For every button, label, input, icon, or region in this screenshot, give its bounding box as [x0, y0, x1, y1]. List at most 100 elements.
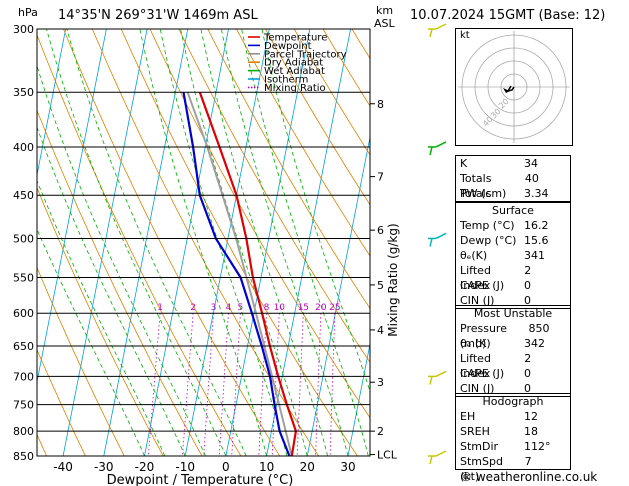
mixing-ratio-label: 10	[274, 303, 286, 313]
mixing-ratio-label: 5	[238, 303, 244, 313]
isotherm-line	[37, 29, 107, 384]
wet-adiabat-line	[220, 29, 349, 456]
mu-label: Lifted Index	[460, 352, 491, 380]
km-tick-label: LCL	[377, 449, 398, 462]
hodo-label: StmSpd (kt)	[460, 455, 503, 483]
dry-adiabat-line	[0, 29, 8, 456]
surface-label: Lifted Index	[460, 264, 491, 292]
hodograph-panel: 40 30 20 kt	[455, 28, 573, 146]
index-label: K	[460, 157, 468, 170]
hodo-row: SREH 18	[456, 424, 570, 439]
mu-label: Pressure (mb)	[460, 322, 507, 350]
pressure-tick-label: 750	[13, 399, 34, 412]
dry-adiabat-line	[63, 29, 281, 456]
hodo-row: StmSpd (kt) 7	[456, 454, 570, 483]
mixing-ratio-label: 3	[211, 303, 217, 313]
index-label: Totals Totals	[460, 172, 492, 200]
legend-label: Mixing Ratio	[264, 83, 326, 94]
dry-adiabat-line	[37, 109, 203, 456]
wet-adiabat-line	[37, 228, 145, 456]
temp-tick-label: -20	[135, 460, 155, 474]
mixing-ratio-label: 1	[157, 303, 163, 313]
pressure-tick-label: 650	[13, 340, 34, 353]
pressure-tick-label: 700	[13, 370, 34, 383]
isotherm-line	[103, 29, 189, 456]
index-label: PW (cm)	[460, 187, 507, 200]
mixing-ratio-label: 4	[226, 303, 232, 313]
mu-label: CIN (J)	[460, 382, 495, 395]
mu-value: 342	[524, 337, 545, 350]
wet-adiabat-line	[37, 126, 186, 456]
temp-tick-label: 30	[340, 460, 355, 474]
surface-label: Temp (°C)	[460, 219, 515, 232]
km-tick-label: 2	[377, 425, 384, 438]
surface-table: Surface Temp (°C) 16.2 Dewp (°C) 15.6 θₑ(K…	[455, 202, 571, 309]
storm-motion-arrow	[503, 88, 510, 93]
legend-label: Isotherm	[264, 75, 308, 86]
surface-row: Lifted Index 2	[456, 263, 570, 292]
pressure-tick-label: 850	[13, 450, 34, 463]
mu-label: θₑ (K)	[460, 337, 491, 350]
dry-adiabat-line	[583, 29, 629, 456]
hodo-label: StmDir	[460, 440, 499, 453]
pressure-tick-label: 600	[13, 307, 34, 320]
hodograph-unit: kt	[460, 30, 470, 41]
index-row-tt: Totals Totals 40	[456, 171, 570, 200]
surface-value: 341	[524, 249, 545, 262]
surface-label: CAPE (J)	[460, 279, 505, 292]
km-tick-label: 6	[377, 224, 384, 237]
surface-value: 16.2	[524, 219, 549, 232]
km-tick-label: 8	[377, 98, 384, 111]
temp-tick-label: -10	[175, 460, 195, 474]
mixing-ratio-label: 20	[315, 303, 327, 313]
pressure-tick-label: 350	[13, 86, 34, 99]
legend-label: Temperature	[263, 33, 327, 44]
dry-adiabat-line	[37, 266, 125, 456]
pressure-tick-label: 800	[13, 425, 34, 438]
temp-tick-label: -30	[94, 460, 114, 474]
hodo-label: EH	[460, 410, 476, 423]
legend-label: Dry Adiabat	[264, 58, 323, 69]
wet-adiabat-line	[37, 179, 166, 456]
plot-frame	[36, 28, 371, 457]
hodo-value: 7	[524, 455, 532, 468]
surface-row: θₑ(K) 341	[456, 248, 570, 263]
indices-table: K 34 Totals Totals 40 PW (cm) 3.34	[455, 155, 571, 202]
hodo-value: 18	[524, 425, 538, 438]
most-unstable-title: Most Unstable	[473, 307, 553, 320]
index-row-pw: PW (cm) 3.34	[456, 186, 570, 201]
mu-value: 850	[528, 322, 550, 335]
pressure-tick-label: 300	[13, 23, 34, 36]
mixing-ratio-label: 2	[190, 303, 196, 313]
dry-adiabat-line	[37, 33, 242, 456]
km-label: km	[376, 4, 394, 17]
mu-value: 2	[524, 352, 532, 365]
dry-adiabat-line	[37, 186, 164, 456]
km-tick-label: 7	[377, 171, 384, 184]
mu-label: CAPE (J)	[460, 367, 505, 380]
hodograph-trace	[506, 85, 515, 93]
index-value: 40	[524, 172, 539, 185]
isotherm-line	[306, 135, 370, 456]
asl-label: ASL	[374, 17, 395, 30]
wet-adiabat-line	[139, 29, 267, 456]
pressure-tick-label: 500	[13, 232, 34, 245]
hodo-row: EH 12	[456, 409, 570, 424]
wind-barb	[428, 232, 447, 247]
km-tick-label: 5	[377, 279, 384, 292]
temp-tick-label: -40	[53, 460, 73, 474]
wind-barb	[428, 141, 447, 156]
wet-adiabat-line	[261, 29, 370, 393]
mu-row: θₑ (K) 342	[456, 336, 570, 351]
surface-value: 0	[524, 294, 531, 307]
pressure-tick-label: 550	[13, 272, 34, 285]
pressure-tick-label: 450	[13, 189, 34, 202]
dry-adiabat-line	[178, 29, 370, 364]
mu-value: 0	[524, 367, 531, 380]
hodo-row: StmDir 112°	[456, 439, 570, 454]
surface-row: Dewp (°C) 15.6	[456, 233, 570, 248]
surface-label: Dewp (°C)	[460, 234, 517, 247]
datetime-title: 10.07.2024 15GMT (Base: 12)	[410, 8, 606, 23]
dry-adiabat-line	[37, 348, 86, 456]
